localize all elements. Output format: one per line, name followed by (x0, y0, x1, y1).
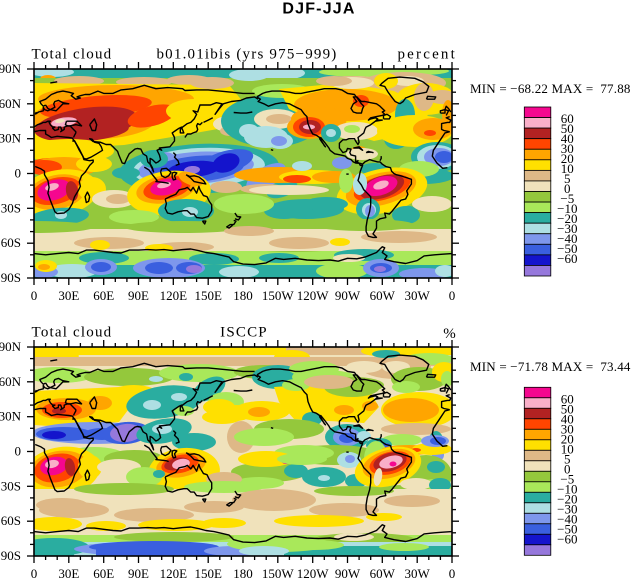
svg-text:−5: −5 (560, 191, 574, 206)
svg-text:10: 10 (561, 441, 574, 456)
svg-text:0: 0 (31, 288, 38, 303)
svg-text:−20: −20 (557, 211, 577, 226)
svg-text:60: 60 (561, 391, 574, 406)
svg-text:−50: −50 (557, 241, 577, 256)
svg-text:60N: 60N (0, 96, 22, 111)
svg-text:−20: −20 (557, 491, 577, 506)
svg-text:50: 50 (561, 121, 574, 136)
svg-text:%: % (443, 326, 457, 342)
svg-text:0: 0 (31, 566, 38, 578)
svg-text:150E: 150E (194, 566, 222, 578)
svg-text:−10: −10 (557, 481, 577, 496)
svg-text:90N: 90N (0, 61, 22, 76)
svg-text:0: 0 (15, 166, 22, 181)
svg-text:40: 40 (561, 131, 574, 146)
svg-text:Total cloud: Total cloud (32, 47, 113, 63)
svg-text:40: 40 (561, 411, 574, 426)
svg-text:−30: −30 (557, 221, 577, 236)
svg-text:30E: 30E (58, 288, 79, 303)
svg-text:0: 0 (15, 444, 22, 459)
svg-text:90W: 90W (335, 288, 361, 303)
svg-text:0: 0 (449, 288, 456, 303)
svg-text:DJF-JJA: DJF-JJA (282, 1, 355, 18)
svg-text:120W: 120W (297, 288, 330, 303)
svg-text:−5: −5 (560, 471, 574, 486)
svg-text:Total cloud: Total cloud (32, 325, 113, 341)
svg-text:MIN = −68.22 MAX = 77.88: MIN = −68.22 MAX = 77.88 (470, 81, 631, 96)
svg-text:30N: 30N (0, 131, 22, 146)
svg-text:30S: 30S (1, 478, 21, 493)
svg-text:−10: −10 (557, 201, 577, 216)
svg-text:180: 180 (233, 566, 253, 578)
svg-text:5: 5 (564, 451, 571, 466)
svg-text:b01.01ibis (yrs 975−999): b01.01ibis (yrs 975−999) (156, 47, 337, 63)
svg-text:10: 10 (561, 161, 574, 176)
svg-text:50: 50 (561, 401, 574, 416)
svg-text:90S: 90S (1, 270, 21, 285)
svg-text:180: 180 (233, 288, 253, 303)
svg-text:90W: 90W (335, 566, 361, 578)
svg-text:60E: 60E (93, 566, 114, 578)
svg-text:MIN = −71.78 MAX = 73.44: MIN = −71.78 MAX = 73.44 (470, 359, 631, 374)
svg-text:90S: 90S (1, 548, 21, 563)
svg-text:90E: 90E (128, 566, 149, 578)
svg-text:0: 0 (564, 461, 571, 476)
svg-text:60W: 60W (370, 566, 396, 578)
svg-text:60: 60 (561, 111, 574, 126)
svg-text:150W: 150W (262, 288, 295, 303)
svg-text:−60: −60 (557, 531, 577, 546)
svg-text:120W: 120W (297, 566, 330, 578)
svg-text:150E: 150E (194, 288, 222, 303)
svg-text:150W: 150W (262, 566, 295, 578)
svg-text:30: 30 (561, 141, 574, 156)
svg-text:30W: 30W (405, 288, 431, 303)
svg-text:60W: 60W (370, 288, 396, 303)
svg-text:120E: 120E (160, 566, 188, 578)
svg-text:30S: 30S (1, 200, 21, 215)
svg-text:90E: 90E (128, 288, 149, 303)
svg-text:−40: −40 (557, 231, 577, 246)
svg-text:60E: 60E (93, 288, 114, 303)
svg-text:5: 5 (564, 171, 571, 186)
svg-text:60S: 60S (1, 513, 21, 528)
svg-text:30W: 30W (405, 566, 431, 578)
svg-text:20: 20 (561, 431, 574, 446)
svg-text:ISCCP: ISCCP (220, 325, 268, 341)
svg-text:120E: 120E (160, 288, 188, 303)
svg-text:−40: −40 (557, 511, 577, 526)
svg-text:30: 30 (561, 421, 574, 436)
svg-text:30E: 30E (58, 566, 79, 578)
svg-text:percent: percent (397, 47, 457, 63)
svg-text:−50: −50 (557, 521, 577, 536)
svg-text:60N: 60N (0, 374, 22, 389)
svg-text:90N: 90N (0, 339, 22, 354)
svg-text:30N: 30N (0, 409, 22, 424)
svg-text:20: 20 (561, 151, 574, 166)
svg-text:60S: 60S (1, 235, 21, 250)
svg-text:0: 0 (564, 181, 571, 196)
svg-text:0: 0 (449, 566, 456, 578)
svg-text:−60: −60 (557, 251, 577, 266)
svg-text:−30: −30 (557, 501, 577, 516)
